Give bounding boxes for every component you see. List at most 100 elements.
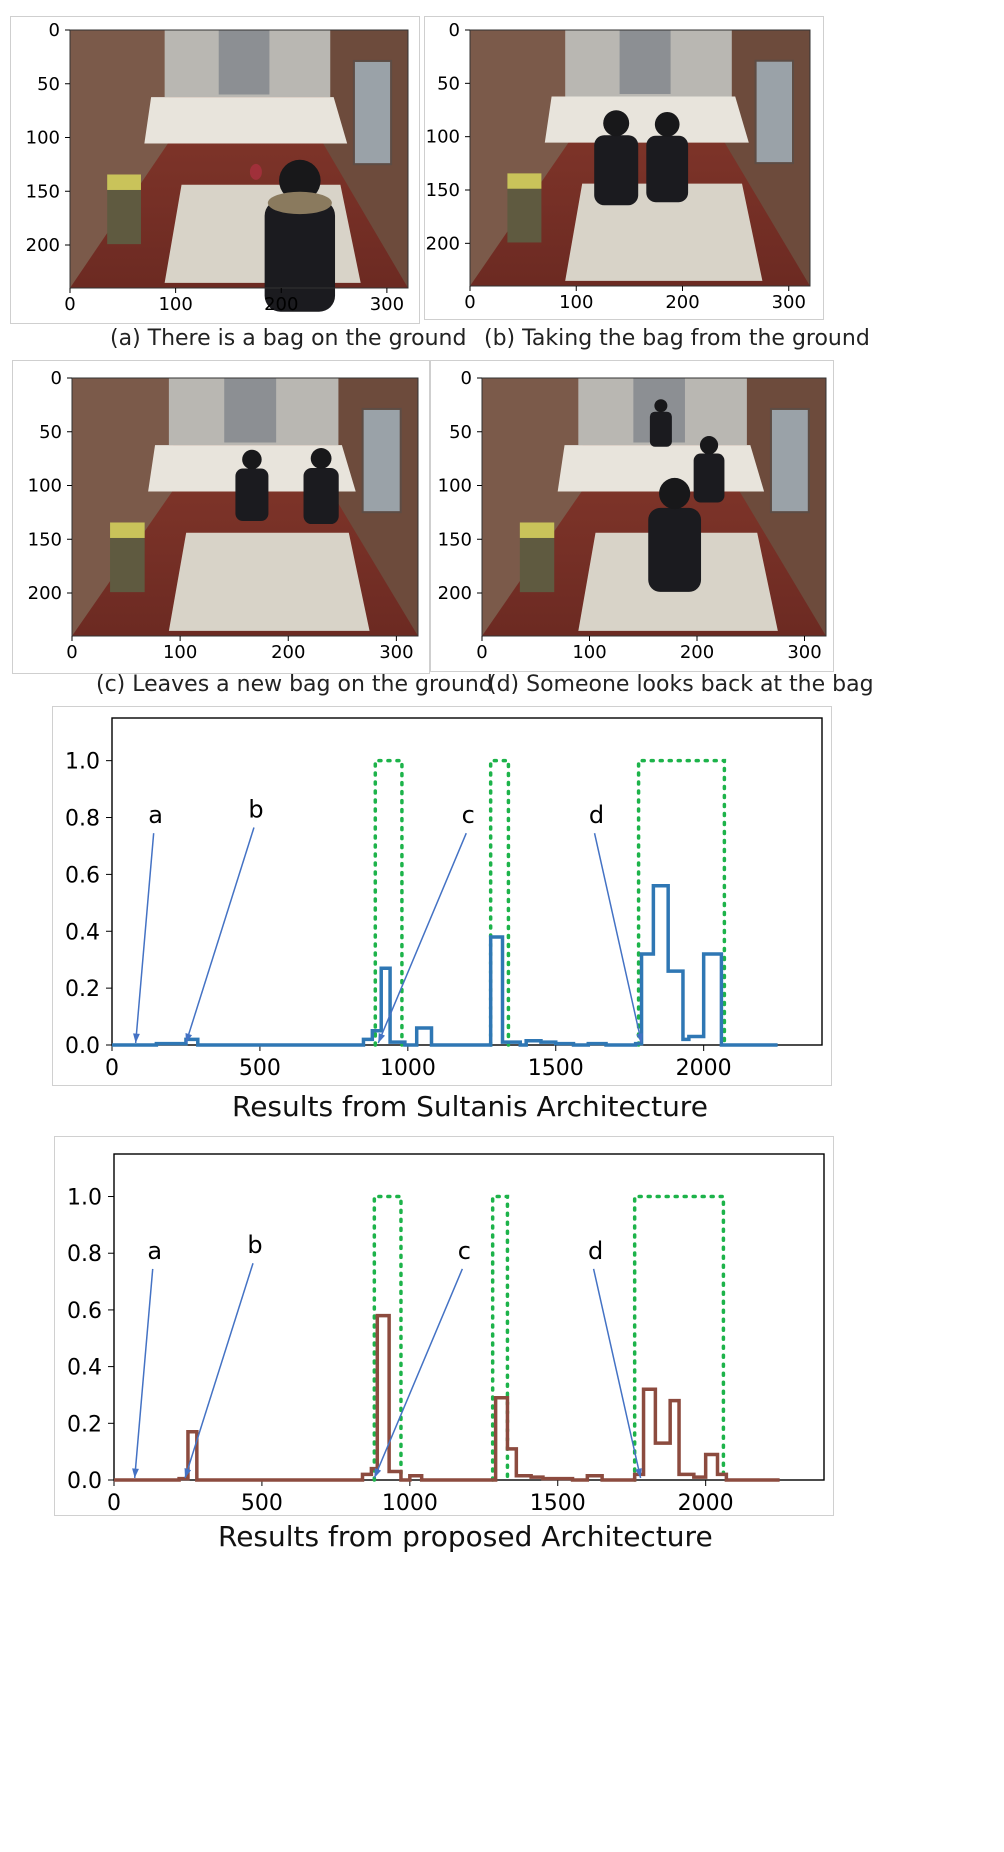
ground-truth-window (490, 1194, 510, 1482)
person-head (654, 111, 680, 137)
y-tick-label: 100 (28, 476, 62, 497)
annotation-arrow (373, 1268, 464, 1479)
y-tick-label: 0 (49, 20, 60, 41)
annotation-label-b: b (247, 1231, 262, 1259)
y-tick-label: 0.2 (67, 1412, 102, 1437)
person-body (648, 507, 702, 592)
person-body (594, 135, 639, 206)
y-tick-label: 0 (461, 368, 472, 389)
panel-border (69, 29, 409, 289)
x-tick-label: 200 (271, 642, 305, 663)
left-wall (470, 30, 572, 286)
y-tick-label: 50 (37, 74, 60, 95)
far-floor-mat (544, 96, 749, 143)
series-line (114, 1313, 780, 1482)
notice-board (769, 407, 810, 514)
x-tick-label: 1000 (380, 1056, 436, 1081)
x-tick-label: 100 (158, 294, 192, 315)
panel-a-caption: (a) There is a bag on the ground (110, 326, 467, 351)
panel-a-axes: 0 100 200 300 0 50 100 150 200 (26, 20, 409, 315)
y-tick-label: 50 (39, 422, 62, 443)
x-tick-label: 1000 (382, 1491, 438, 1516)
person (264, 159, 336, 312)
chart-proposed: 0 500 1000 1500 2000 0.0 0.2 0.4 0.6 0.8 1.0 a b c d (67, 1153, 825, 1516)
panel-d-axes: 0 100 200 300 0 50 100 150 200 (438, 368, 827, 663)
fur-collar (267, 191, 332, 215)
trash-bin-liner (107, 174, 141, 190)
annotation-label-c: c (458, 1237, 471, 1265)
y-tick-label: 0 (449, 20, 460, 41)
ground-truth-window (636, 758, 727, 1047)
annotation-arrow (592, 1268, 642, 1479)
annotation-label-a: a (148, 801, 163, 829)
y-tick-label: 100 (438, 476, 472, 497)
image-panels: 0 100 200 300 0 50 100 150 200 0 100 200 300 0 50 100 15… (26, 20, 827, 663)
panel-d-image: 0 100 200 300 0 50 100 150 200 (438, 368, 827, 663)
annotation-label-b: b (248, 796, 263, 824)
left-wall (70, 30, 172, 288)
person-head (242, 449, 262, 470)
person (649, 399, 672, 447)
panel-b-caption: (b) Taking the bag from the ground (484, 326, 870, 351)
person (235, 449, 269, 522)
y-tick-label: 150 (26, 181, 60, 202)
person-body (693, 453, 725, 503)
annotation-arrowhead (374, 1468, 382, 1478)
annotation-arrowhead (185, 1033, 193, 1043)
x-tick-label: 0 (64, 294, 75, 315)
x-tick-label: 200 (665, 292, 699, 313)
near-floor-mat (168, 532, 370, 631)
y-tick-label: 0.6 (67, 1299, 102, 1324)
x-tick-label: 2000 (678, 1491, 734, 1516)
y-tick-label: 0.2 (65, 977, 100, 1002)
ground-truth-window (373, 758, 404, 1047)
ground-truth-window (488, 758, 511, 1047)
panel-d-caption: (d) Someone looks back at the bag (488, 672, 874, 697)
y-tick-label: 0.6 (65, 863, 100, 888)
y-tick-label: 200 (426, 233, 460, 254)
person-head (279, 159, 321, 202)
series-line (112, 884, 778, 1047)
notice-board (352, 59, 393, 166)
y-tick-label: 150 (438, 529, 472, 550)
annotation-arrow (133, 1268, 154, 1479)
y-tick-label: 100 (26, 128, 60, 149)
y-tick-label: 0.8 (67, 1242, 102, 1267)
elevator-door (619, 30, 671, 94)
notice-board (754, 59, 794, 165)
chart-sultanis: 0 500 1000 1500 2000 0.0 0.2 0.4 0.6 0.8 1.0 a b c d (65, 717, 823, 1081)
annotation-arrowhead (636, 1033, 643, 1043)
x-tick-label: 500 (241, 1491, 283, 1516)
y-tick-label: 0.0 (65, 1034, 100, 1059)
person (648, 477, 702, 592)
y-tick-label: 0.0 (67, 1469, 102, 1494)
near-floor-mat (565, 183, 763, 281)
person-body (303, 468, 339, 525)
panel-c-image: 0 100 200 300 0 50 100 150 200 (28, 368, 419, 663)
y-tick-label: 200 (26, 235, 60, 256)
annotation-arrowhead (132, 1468, 139, 1478)
person-body (264, 199, 336, 312)
person (646, 111, 689, 203)
panel-border (71, 377, 419, 637)
y-tick-label: 50 (437, 73, 460, 94)
person-head (603, 110, 630, 137)
ground-truth-window (632, 1194, 726, 1482)
far-floor-mat (144, 97, 348, 144)
y-tick-label: 150 (426, 180, 460, 201)
x-tick-label: 100 (572, 642, 606, 663)
left-wall (72, 378, 176, 636)
panel-b-axes: 0 100 200 300 0 50 100 150 200 (426, 20, 811, 313)
x-tick-label: 100 (559, 292, 593, 313)
elevator-door (224, 378, 277, 443)
annotation-label-a: a (147, 1237, 162, 1265)
person-body (649, 411, 672, 447)
y-tick-label: 0.4 (67, 1356, 102, 1381)
annotation-label-d: d (588, 1237, 603, 1265)
panel-b-image: 0 100 200 300 0 50 100 150 200 (426, 20, 811, 313)
chart-2-frame (54, 1136, 834, 1516)
y-tick-label: 0 (51, 368, 62, 389)
left-wall (482, 378, 586, 636)
x-tick-label: 1500 (530, 1491, 586, 1516)
person-head (659, 477, 691, 510)
